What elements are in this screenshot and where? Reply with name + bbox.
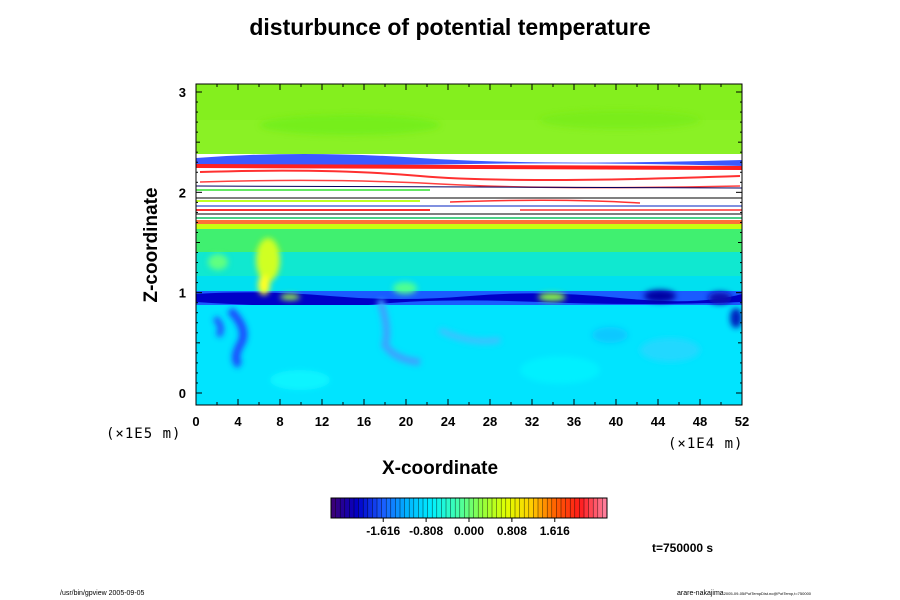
colorbar-cell: [579, 498, 585, 518]
colorbar-cell: [413, 498, 419, 518]
colorbar-cell: [441, 498, 447, 518]
colorbar-cell: [427, 498, 433, 518]
colorbar-cell: [473, 498, 479, 518]
y-tick-label: 0: [179, 386, 186, 401]
colorbar-cell: [561, 498, 566, 518]
colorbar-cell: [377, 498, 382, 518]
colorbar-cell: [487, 498, 493, 518]
colorbar-cell: [542, 498, 548, 518]
colorbar-cell: [354, 498, 359, 518]
y-axis-label: Z-coordinate: [141, 187, 162, 303]
x-axis-unit: (×1E4 m): [668, 436, 744, 452]
footer-author-name: arare-nakajima: [677, 590, 724, 597]
colorbar-cell: [400, 498, 405, 518]
colorbar-cell: [372, 498, 378, 518]
x-tick-label: 4: [234, 414, 242, 429]
x-tick-label: 20: [399, 414, 413, 429]
x-tick-label: 52: [735, 414, 749, 429]
colorbar-cell: [331, 498, 336, 518]
colorbar-cell: [588, 498, 594, 518]
colorbar-cell: [386, 498, 392, 518]
colorbar-cell: [432, 498, 438, 518]
x-tick-label: 12: [315, 414, 329, 429]
colorbar: -1.616 -0.808 0.000 0.808 1.616: [330, 497, 608, 538]
x-tick-label: 36: [567, 414, 581, 429]
colorbar-cell: [524, 498, 530, 518]
y-axis-unit: (×1E5 m): [106, 426, 182, 442]
x-tick-label: 44: [651, 414, 666, 429]
colorbar-cell: [436, 498, 442, 518]
footer-command: /usr/bin/gpview 2005-09-05: [60, 590, 145, 597]
x-tick-label: 24: [441, 414, 456, 429]
colorbar-cell: [574, 498, 580, 518]
colorbar-cell: [556, 498, 562, 518]
colorbar-cell: [547, 498, 553, 518]
colorbar-tick-label: 0.000: [454, 524, 484, 538]
colorbar-cell: [464, 498, 470, 518]
colorbar-cell: [459, 498, 465, 518]
x-tick-label: 8: [276, 414, 283, 429]
colorbar-cell: [349, 498, 355, 518]
colorbar-cell: [597, 498, 603, 518]
colorbar-cell: [533, 498, 539, 518]
time-label: t=750000 s: [652, 541, 714, 555]
colorbar-cell: [404, 498, 410, 518]
colorbar-cell: [358, 498, 364, 518]
colorbar-cell: [455, 498, 461, 518]
colorbar-cell: [335, 498, 341, 518]
colorbar-cell: [395, 498, 401, 518]
colorbar-cell: [528, 498, 534, 518]
x-tick-label: 40: [609, 414, 623, 429]
footer-author: arare-nakajima2005-09-05/PotTempDist.nc@…: [677, 590, 811, 597]
colorbar-cell: [482, 498, 488, 518]
colorbar-cell: [519, 498, 525, 518]
colorbar-cell: [515, 498, 520, 518]
colorbar-cell: [446, 498, 451, 518]
x-tick-label: 0: [192, 414, 199, 429]
colorbar-cell: [363, 498, 369, 518]
colorbar-cell: [496, 498, 502, 518]
colorbar-cell: [551, 498, 557, 518]
x-tick-label: 28: [483, 414, 497, 429]
chart-title: disturbunce of potential temperature: [249, 14, 651, 40]
colorbar-cell: [381, 498, 387, 518]
footer-source: 2005-09-05/PotTempDist.nc@PotTemp,t=7500…: [723, 591, 812, 596]
colorbar-cell: [501, 498, 507, 518]
x-tick-label: 48: [693, 414, 707, 429]
y-tick-label: 3: [179, 85, 186, 100]
colorbar-cell: [390, 498, 396, 518]
colorbar-tick-label: 0.808: [497, 524, 527, 538]
y-tick-label: 1: [179, 286, 186, 301]
colorbar-cell: [570, 498, 576, 518]
colorbar-tick-label: -1.616: [366, 524, 400, 538]
colorbar-cell: [565, 498, 571, 518]
colorbar-cell: [584, 498, 589, 518]
colorbar-cell: [344, 498, 350, 518]
colorbar-cell: [367, 498, 373, 518]
colorbar-cell: [450, 498, 456, 518]
colorbar-cell: [593, 498, 599, 518]
colorbar-cell: [423, 498, 428, 518]
colorbar-cell: [505, 498, 511, 518]
colorbar-cell: [418, 498, 424, 518]
colorbar-cell: [340, 498, 346, 518]
colorbar-cell: [469, 498, 474, 518]
heatmap-field: [196, 84, 742, 405]
colorbar-cell: [538, 498, 543, 518]
colorbar-cell: [409, 498, 415, 518]
colorbar-tick-label: -0.808: [409, 524, 443, 538]
colorbar-cell: [602, 498, 608, 518]
colorbar-tick-label: 1.616: [540, 524, 570, 538]
x-axis-label: X-coordinate: [381, 458, 499, 479]
colorbar-cell: [492, 498, 497, 518]
x-tick-label: 16: [357, 414, 371, 429]
colorbar-cell: [478, 498, 484, 518]
x-tick-label: 32: [525, 414, 539, 429]
colorbar-cell: [510, 498, 516, 518]
y-tick-label: 2: [179, 185, 186, 200]
